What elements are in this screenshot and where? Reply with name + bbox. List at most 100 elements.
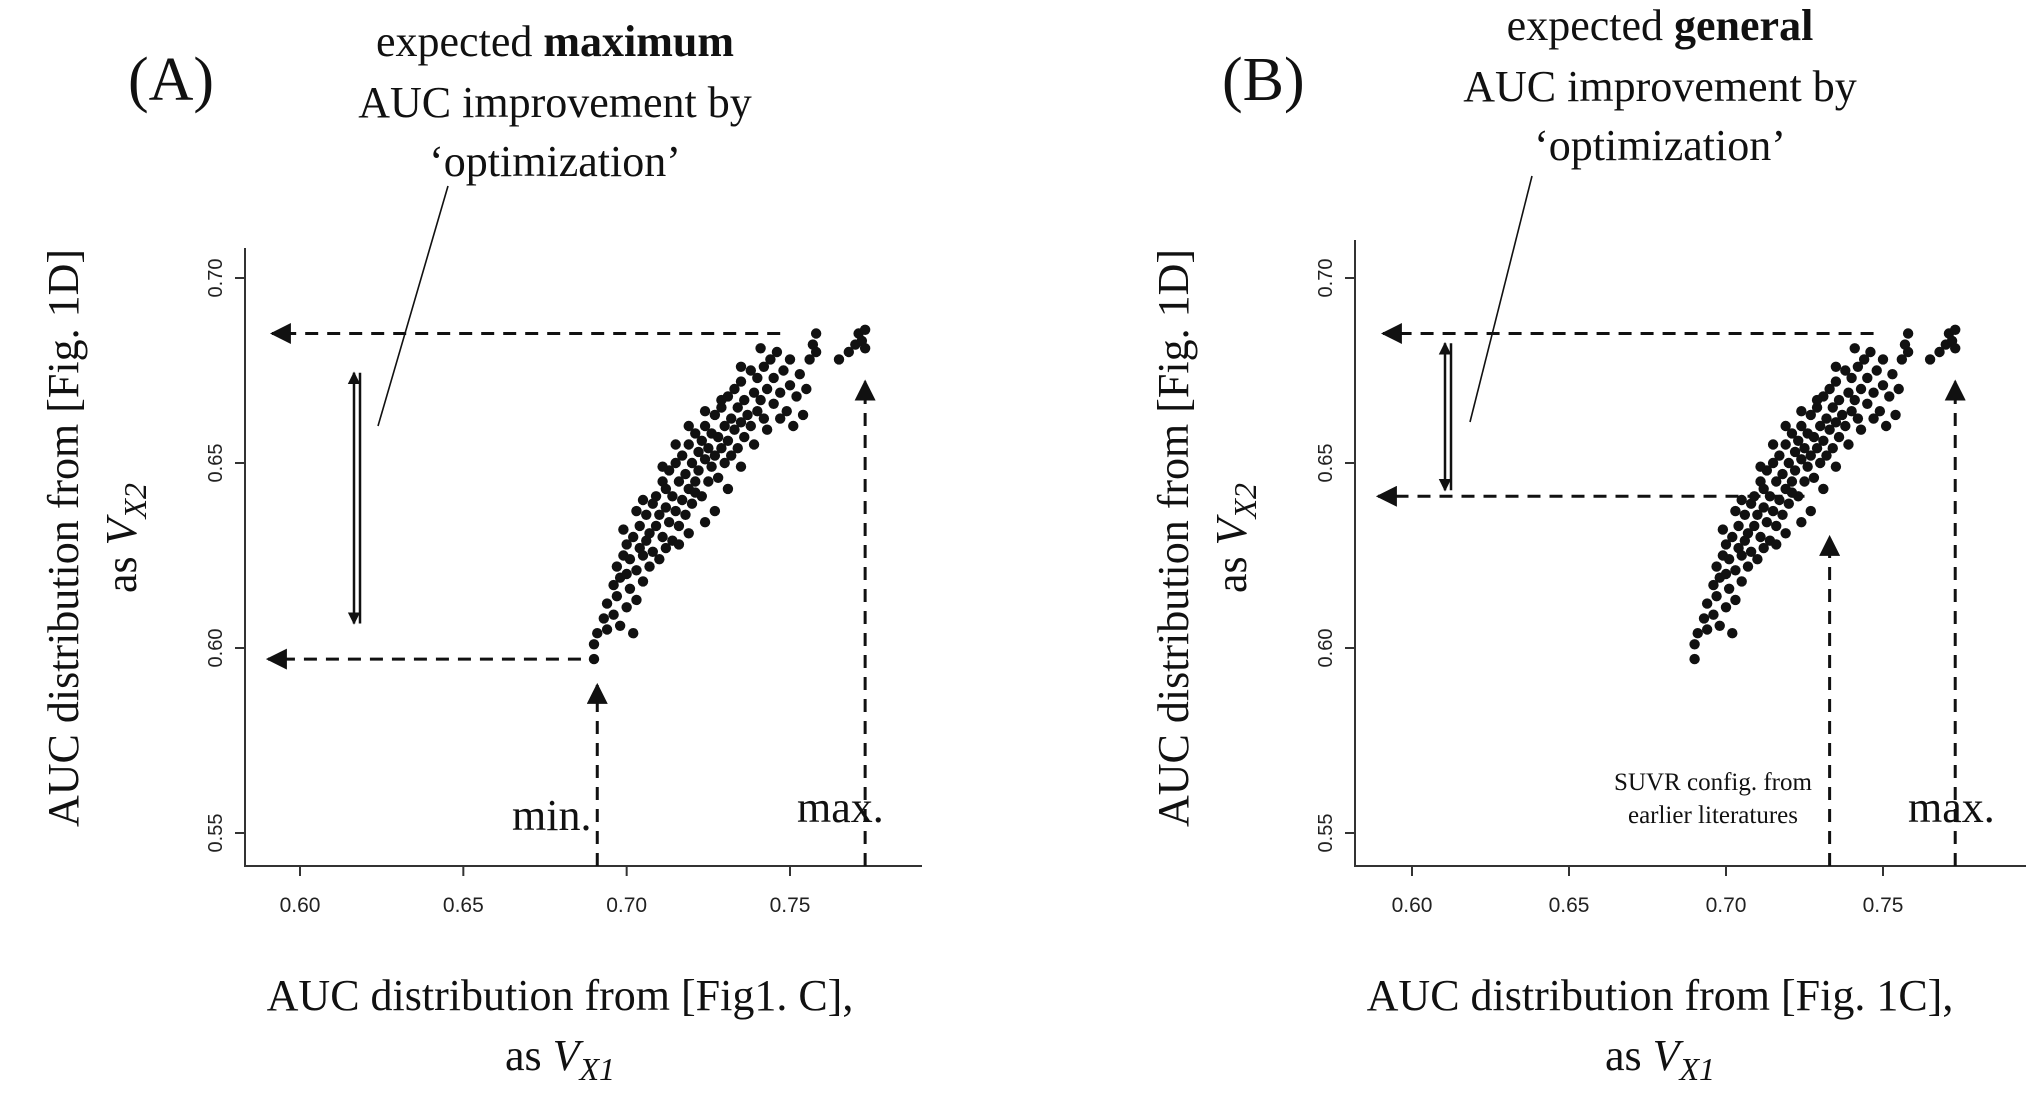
scatter-point-a — [683, 439, 694, 450]
scatter-point-b — [1730, 565, 1741, 576]
x-axis-title-a-line2: as VX1 — [505, 1031, 615, 1087]
scatter-point-b — [1896, 354, 1908, 365]
scatter-point-a — [588, 653, 600, 665]
scatter-point-a — [660, 483, 672, 495]
scatter-point-a — [677, 450, 688, 461]
scatter-point-b — [1824, 424, 1835, 435]
scatter-point-a — [631, 565, 642, 576]
scatter-point-a — [719, 420, 730, 432]
scatter-point-b — [1701, 598, 1713, 609]
x-tick-label-a: 0.75 — [770, 894, 811, 917]
scatter-point-a — [755, 394, 766, 406]
scatter-point-a — [624, 554, 636, 565]
scatter-point-b — [1830, 361, 1842, 372]
scatter-point-a — [660, 502, 672, 513]
scatter-point-a — [673, 520, 685, 532]
y-axis-title-a-line2: as VX2 — [97, 483, 153, 593]
scatter-point-b — [1689, 639, 1700, 650]
scatter-point-a — [608, 579, 619, 591]
scatter-point-a — [742, 409, 753, 421]
scatter-point-b — [1708, 609, 1719, 620]
scatter-point-a — [696, 435, 707, 446]
scatter-point-b — [1701, 624, 1713, 635]
x-tick-label-b: 0.75 — [1863, 894, 1904, 917]
scatter-point-b — [1749, 491, 1760, 502]
scatter-point-a — [611, 591, 623, 602]
scatter-point-a — [699, 454, 711, 465]
scatter-point-b — [1730, 594, 1741, 606]
annotation-b-leader — [1469, 175, 1533, 423]
scatter-point-a — [637, 550, 649, 561]
annotation-a-leader — [377, 185, 449, 427]
scatter-point-a — [667, 491, 678, 502]
scatter-point-a — [735, 417, 747, 428]
y-axis-title-b-line1: AUC distribution from [Fig. 1D] — [1149, 249, 1198, 827]
scatter-point-b — [1761, 517, 1773, 528]
scatter-point-a — [712, 472, 724, 483]
scatter-point-b — [1793, 435, 1804, 446]
scatter-point-a — [670, 457, 681, 469]
scatter-point-b — [1767, 457, 1779, 469]
scatter-point-b — [1780, 420, 1791, 432]
scatter-point-b — [1890, 409, 1901, 421]
scatter-point-a — [690, 428, 701, 439]
scatter-point-a — [788, 420, 799, 432]
scatter-point-a — [699, 517, 711, 528]
scatter-point-a — [758, 413, 770, 424]
scatter-point-b — [1767, 439, 1779, 450]
scatter-point-a — [673, 476, 685, 487]
scatter-point-a — [686, 498, 698, 509]
y-tick-label-b: 0.70 — [1315, 259, 1337, 298]
scatter-point-a — [601, 624, 613, 635]
scatter-point-a — [739, 431, 750, 443]
panel-a: (A) expected maximum AUC improvement by … — [39, 17, 922, 1087]
scatter-point-a — [650, 520, 662, 532]
annotation-b-line2: AUC improvement by — [1463, 62, 1857, 111]
scatter-point-b — [1745, 546, 1757, 557]
scatter-point-b — [1858, 354, 1870, 365]
scatter-point-a — [752, 406, 763, 417]
scatter-point-a — [833, 354, 845, 365]
max-label-a: max. — [797, 783, 884, 832]
scatter-point-b — [1723, 583, 1735, 594]
x-axis-title-b: AUC distribution from [Fig. 1C], — [1367, 971, 1954, 1020]
scatter-point-a — [592, 628, 603, 639]
scatter-point-a — [755, 343, 766, 354]
scatter-point-b — [1777, 509, 1788, 520]
scatter-point-a — [637, 576, 649, 587]
scatter-point-b — [1692, 628, 1703, 639]
scatter-point-a — [784, 380, 796, 391]
scatter-point-a — [784, 354, 796, 365]
guides-a — [265, 323, 876, 866]
scatter-point-b — [1950, 324, 1961, 335]
y-tick-label-b: 0.55 — [1315, 814, 1337, 853]
scatter-point-a — [621, 539, 632, 550]
scatter-point-b — [1720, 539, 1732, 550]
scatter-point-b — [1877, 354, 1889, 365]
scatter-point-b — [1730, 505, 1741, 517]
scatter-point-a — [693, 465, 704, 476]
scatter-point-a — [690, 487, 701, 498]
scatter-point-a — [680, 509, 691, 520]
scatter-point-a — [634, 520, 645, 532]
y-tick-label-a: 0.70 — [205, 259, 227, 298]
scatter-point-a — [810, 346, 822, 358]
scatter-point-a — [761, 383, 773, 395]
min-label: min. — [512, 791, 591, 840]
scatter-point-b — [1717, 524, 1729, 535]
scatter-point-a — [801, 383, 812, 395]
scatter-point-b — [1739, 509, 1751, 520]
scatter-point-b — [1736, 550, 1747, 561]
scatter-point-b — [1752, 509, 1763, 520]
scatter-point-a — [641, 509, 652, 520]
y-tick-label-a: 0.60 — [205, 629, 227, 668]
scatter-point-b — [1833, 394, 1845, 406]
scatter-point-b — [1868, 413, 1879, 424]
scatter-point-b — [1827, 443, 1838, 454]
scatter-point-b — [1758, 483, 1769, 495]
scatter-point-b — [1771, 539, 1782, 550]
scatter-point-a — [791, 391, 802, 402]
scatter-point-b — [1836, 409, 1848, 421]
scatter-point-a — [775, 387, 786, 398]
scatter-point-b — [1830, 461, 1842, 472]
